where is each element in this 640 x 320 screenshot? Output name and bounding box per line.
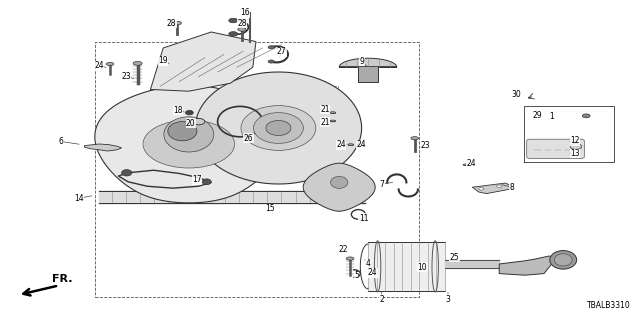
Ellipse shape [106,62,114,66]
Text: 25: 25 [449,253,460,262]
Text: 12: 12 [570,136,579,145]
Text: 1: 1 [549,112,554,121]
Ellipse shape [228,18,237,23]
Ellipse shape [238,28,246,31]
Text: 20: 20 [186,119,196,128]
Text: 7: 7 [380,180,385,189]
Text: 4: 4 [365,260,371,268]
Ellipse shape [173,21,182,25]
Ellipse shape [164,117,214,152]
Ellipse shape [192,118,205,125]
Text: 24: 24 [94,61,104,70]
Text: 13: 13 [570,149,580,158]
Text: 23: 23 [420,141,431,150]
Text: 15: 15 [265,204,275,213]
Ellipse shape [228,32,237,36]
Text: 28: 28 [167,19,176,28]
Text: 16: 16 [240,8,250,17]
Ellipse shape [122,170,132,176]
Text: 14: 14 [74,194,84,203]
Ellipse shape [463,164,468,166]
Text: 21: 21 [321,118,330,127]
Ellipse shape [411,137,419,140]
Ellipse shape [330,120,336,122]
Text: 6: 6 [58,137,63,146]
Polygon shape [195,72,362,184]
Text: TBALB3310: TBALB3310 [587,301,630,310]
Polygon shape [339,58,397,67]
Ellipse shape [479,188,484,190]
Ellipse shape [241,106,316,150]
Polygon shape [303,163,375,211]
Ellipse shape [346,257,354,260]
Text: 22: 22 [339,245,348,254]
Text: 21: 21 [321,105,330,114]
Text: FR.: FR. [52,274,73,284]
Text: 9: 9 [360,57,365,66]
Ellipse shape [133,61,142,65]
Ellipse shape [143,120,235,168]
Text: 24: 24 [466,159,476,168]
Ellipse shape [550,251,577,269]
Text: 29: 29 [532,111,543,120]
Polygon shape [95,85,283,203]
Text: 19: 19 [158,56,168,65]
Polygon shape [499,256,557,275]
Ellipse shape [358,144,365,146]
Text: 8: 8 [509,183,515,192]
Text: 26: 26 [243,134,253,143]
Ellipse shape [582,114,590,118]
Text: 27: 27 [276,47,287,56]
Text: 28: 28 [237,19,246,28]
Ellipse shape [253,113,303,143]
Ellipse shape [186,110,193,115]
Polygon shape [84,144,122,151]
Text: 10: 10 [417,263,428,272]
FancyBboxPatch shape [527,139,584,158]
Ellipse shape [554,254,572,266]
Polygon shape [150,32,256,91]
Ellipse shape [497,185,502,188]
Text: 11: 11 [359,214,368,223]
Text: 5: 5 [354,271,359,280]
Ellipse shape [268,60,275,63]
Text: 17: 17 [192,175,202,184]
Ellipse shape [168,122,197,141]
Text: 2: 2 [379,295,384,304]
Text: 24: 24 [367,268,378,277]
Text: 30: 30 [511,90,521,99]
Text: 23: 23 [121,72,131,81]
Text: 18: 18 [173,106,182,115]
Ellipse shape [570,144,582,149]
Ellipse shape [268,46,275,49]
Ellipse shape [330,112,336,114]
Ellipse shape [202,179,211,185]
Ellipse shape [266,120,291,136]
Ellipse shape [331,176,348,188]
Text: 24: 24 [356,140,367,149]
Text: 3: 3 [445,295,451,304]
Polygon shape [472,183,512,194]
Ellipse shape [348,144,354,146]
Text: 24: 24 [336,140,346,149]
